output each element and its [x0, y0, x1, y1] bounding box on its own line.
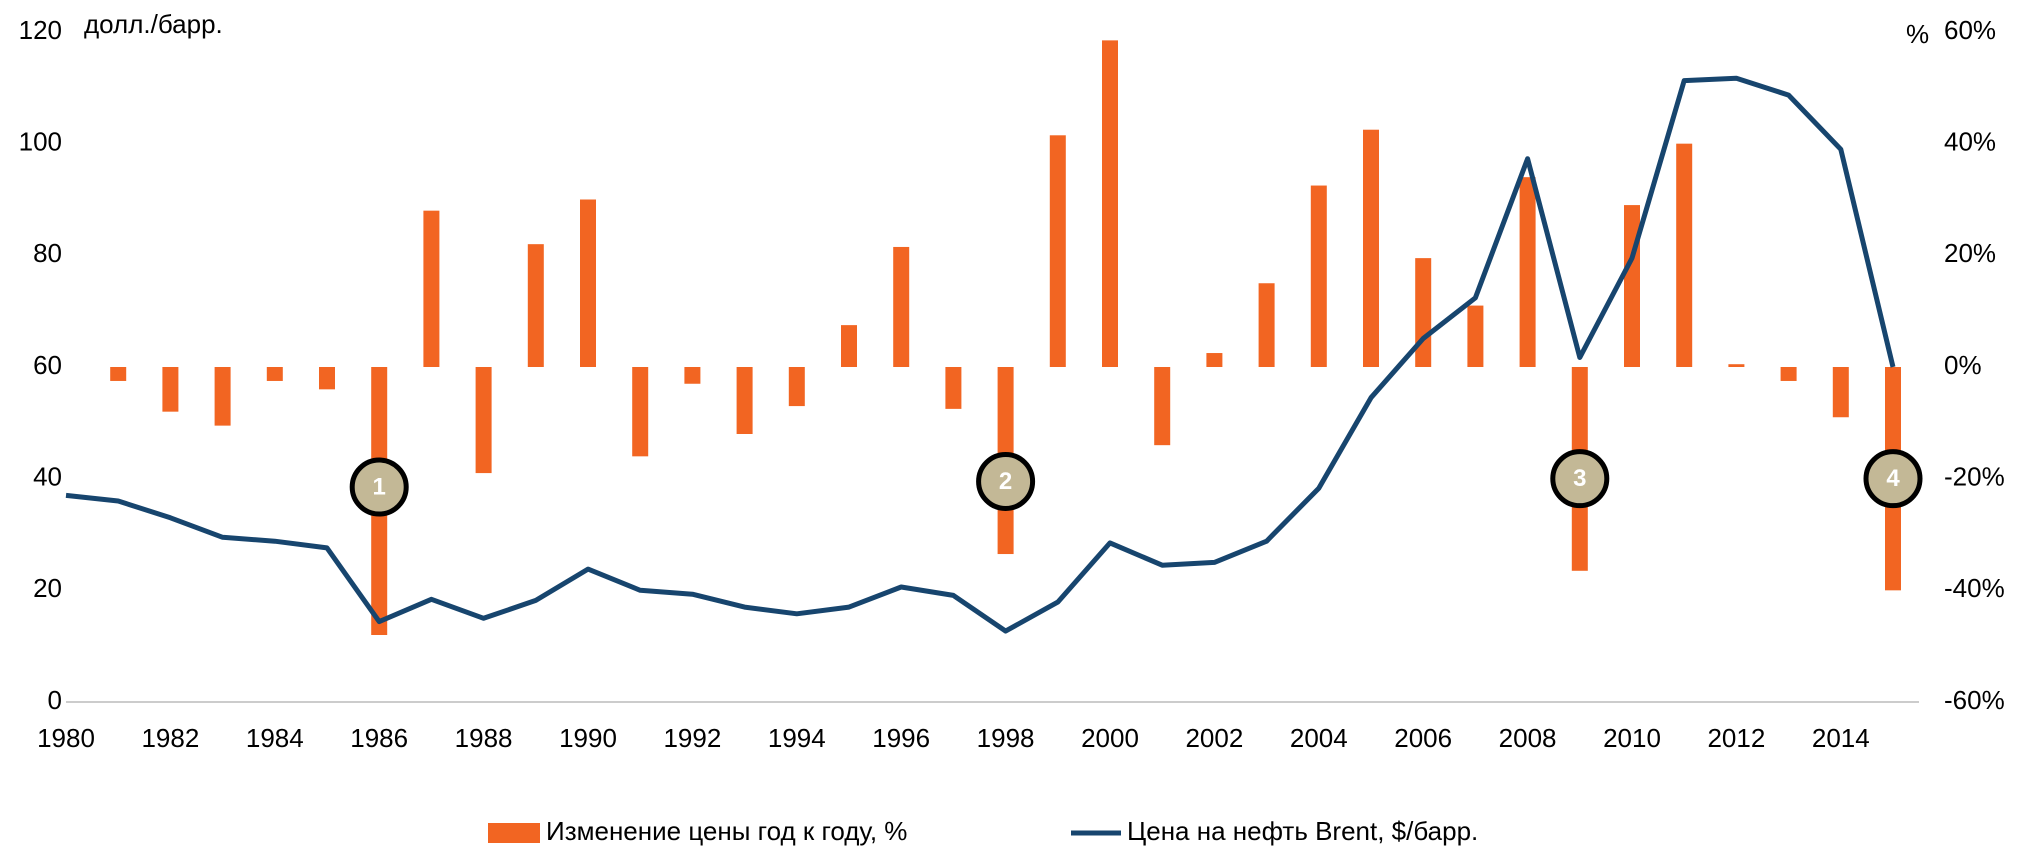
bar: [266, 367, 283, 381]
x-tick-label: 2008: [1499, 723, 1557, 753]
y-tick-label: 100: [19, 127, 62, 157]
line: [65, 75, 1896, 634]
y2-axis-label: %: [1906, 19, 1929, 49]
bar: [1310, 185, 1327, 367]
x-tick-label: 2010: [1603, 723, 1661, 753]
x-tick-label: 2000: [1081, 723, 1139, 753]
bar: [1258, 283, 1275, 367]
y2-tick-label: 60%: [1944, 15, 1996, 45]
annotation-marker: [976, 451, 1036, 511]
x-tick-label: 2014: [1812, 723, 1870, 753]
annotation-label: 3: [1573, 465, 1586, 492]
bar: [527, 244, 544, 367]
annotation-marker: [1550, 449, 1610, 509]
legend-label: Изменение цены год к году, %: [546, 816, 907, 846]
legend-swatch: [488, 823, 540, 843]
bar: [319, 367, 335, 390]
bar: [684, 367, 701, 384]
bar: [1049, 135, 1066, 367]
x-tick-label: 1994: [768, 723, 826, 753]
bar: [632, 367, 649, 457]
bar: [1728, 364, 1745, 367]
bar: [1624, 205, 1640, 367]
y-tick-label: 20: [33, 573, 62, 603]
bar: [736, 367, 753, 434]
bar: [423, 210, 440, 367]
x-tick-label: 1982: [141, 723, 199, 753]
annotation-label: 1: [373, 473, 386, 500]
bar: [1676, 143, 1693, 367]
x-tick-label: 1984: [246, 723, 304, 753]
bar: [1206, 353, 1223, 367]
x-tick-label: 2006: [1394, 723, 1452, 753]
bar: [1832, 367, 1849, 418]
x-tick-label: 1996: [872, 723, 930, 753]
y2-tick-label: -60%: [1944, 685, 2005, 715]
x-tick-label: 1986: [350, 723, 408, 753]
x-tick-label: 2002: [1185, 723, 1243, 753]
y-tick-label: 40: [33, 462, 62, 492]
bar: [841, 325, 857, 367]
y2-tick-label: 0%: [1944, 350, 1982, 380]
bar: [214, 367, 231, 426]
x-tick-label: 2012: [1707, 723, 1765, 753]
bar: [945, 367, 962, 409]
y-axis-label: долл./барр.: [84, 9, 223, 39]
bar: [1780, 367, 1797, 381]
bar: [1154, 367, 1171, 446]
y2-tick-label: -40%: [1944, 573, 2005, 603]
x-tick-label: 1990: [559, 723, 617, 753]
y2-tick-label: -20%: [1944, 462, 2005, 492]
bar: [110, 367, 127, 381]
y-tick-label: 120: [19, 15, 62, 45]
bar: [1519, 177, 1536, 367]
x-tick-label: 2004: [1290, 723, 1348, 753]
bar: [162, 367, 179, 412]
annotation-marker: [1863, 449, 1923, 509]
bar: [788, 367, 805, 407]
bar: [1467, 305, 1484, 367]
bar: [1363, 129, 1379, 367]
legend-label: Цена на нефть Brent, $/барр.: [1127, 816, 1478, 846]
y-tick-label: 0: [48, 685, 62, 715]
bar: [475, 367, 492, 474]
annotation-label: 4: [1886, 465, 1900, 492]
y2-tick-label: 40%: [1944, 127, 1996, 157]
x-tick-label: 1998: [977, 723, 1035, 753]
bar: [1415, 258, 1432, 367]
bar: [893, 246, 910, 367]
x-tick-label: 1980: [37, 723, 95, 753]
y2-tick-label: 20%: [1944, 238, 1996, 268]
x-tick-label: 1988: [455, 723, 513, 753]
x-tick-label: 1992: [663, 723, 721, 753]
bar: [580, 199, 596, 367]
annotation-marker: [349, 457, 409, 517]
bar: [1102, 40, 1118, 367]
y-tick-label: 60: [33, 350, 62, 380]
annotation-label: 2: [999, 468, 1012, 495]
y-tick-label: 80: [33, 238, 62, 268]
